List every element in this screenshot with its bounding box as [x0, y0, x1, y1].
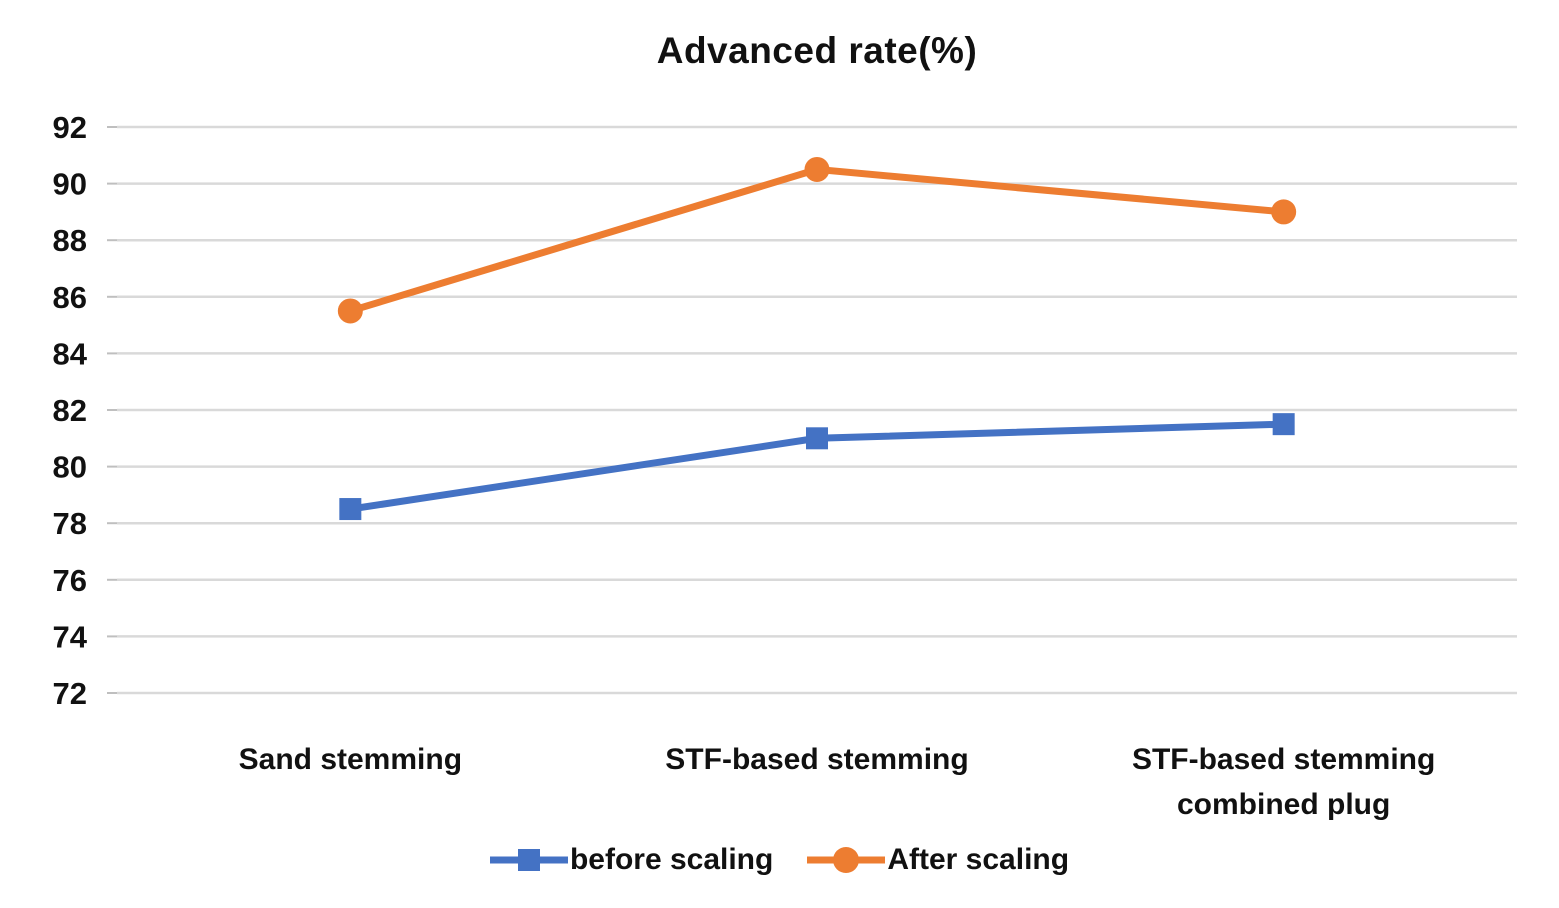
y-tick-label: 74	[53, 619, 88, 654]
legend-circle-marker-icon	[807, 847, 886, 873]
y-tick-label: 76	[53, 563, 87, 598]
data-point-marker	[1271, 199, 1297, 225]
legend-item-before-scaling: before scaling	[489, 843, 774, 877]
y-tick-label: 90	[53, 167, 87, 202]
y-tick-label: 82	[53, 393, 87, 428]
y-tick-label: 72	[53, 676, 87, 711]
y-tick-label: 84	[53, 336, 88, 371]
legend-label-after-scaling: After scaling	[887, 843, 1070, 876]
y-tick-label: 92	[53, 110, 87, 145]
y-tick-label: 86	[53, 280, 87, 315]
legend-square-marker-icon	[489, 849, 568, 871]
data-point-marker	[1272, 413, 1295, 436]
y-tick-label: 78	[53, 506, 87, 541]
category-label: Sand stemming	[238, 743, 463, 776]
category-label: STF-based stemming combined plug	[1131, 743, 1436, 821]
legend: before scaling After scaling	[0, 843, 1559, 877]
chart-title: Advanced rate(%)	[656, 30, 978, 71]
data-point-marker	[804, 156, 830, 182]
data-point-marker	[337, 298, 363, 324]
data-point-marker	[806, 427, 828, 450]
data-point-marker	[339, 498, 362, 521]
legend-item-after-scaling: After scaling	[807, 843, 1069, 877]
category-label: STF-based stemming	[665, 743, 969, 776]
y-tick-label: 80	[53, 450, 87, 485]
legend-label-before-scaling: before scaling	[569, 843, 774, 876]
plot-area: 72 74 76 78 80 82 84 86 88 90 92	[53, 110, 1517, 711]
y-tick-label: 88	[53, 223, 87, 258]
